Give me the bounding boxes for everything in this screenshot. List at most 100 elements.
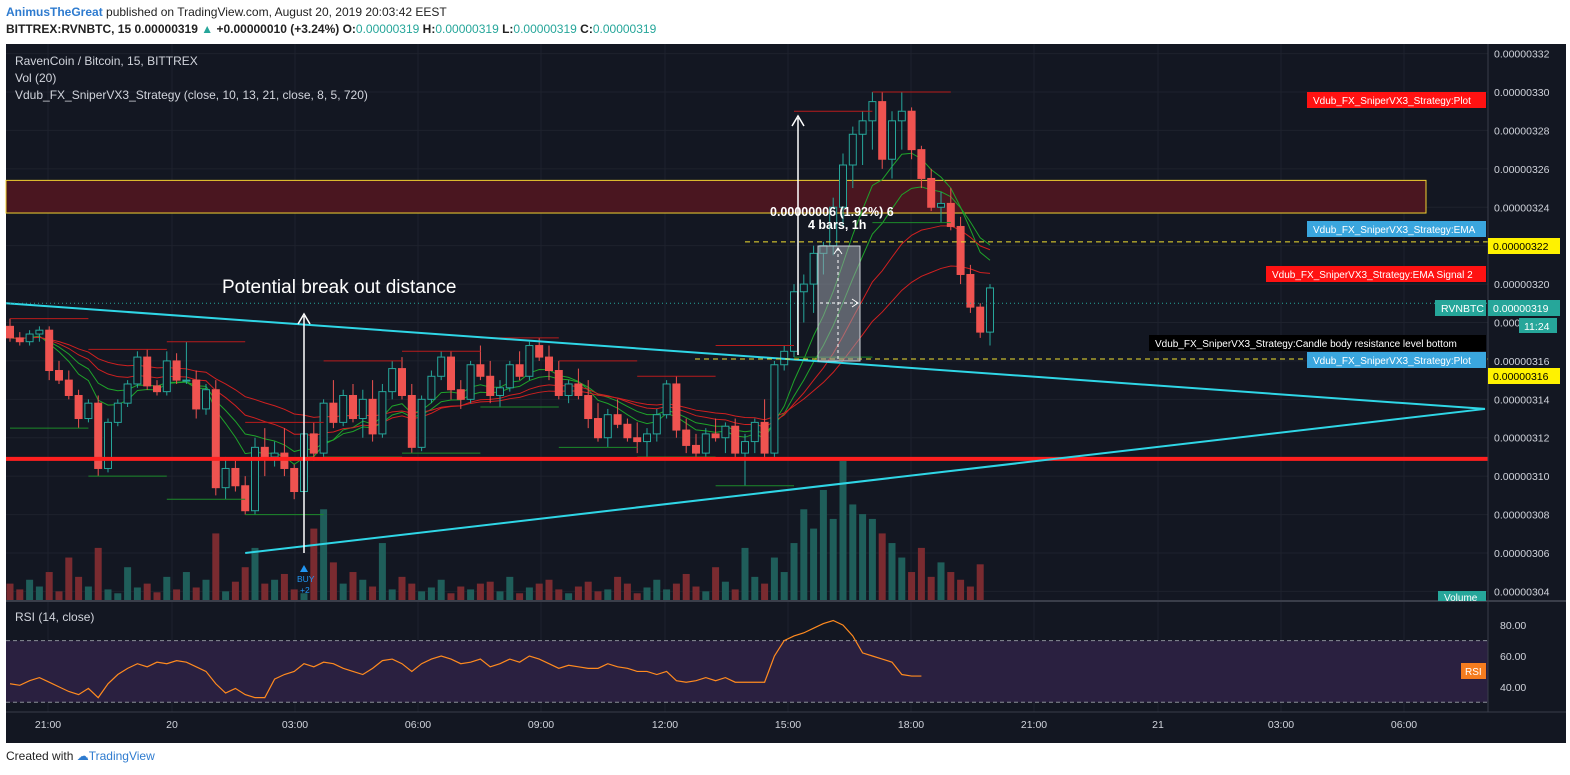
volume-bar bbox=[574, 586, 582, 601]
candle-body bbox=[378, 391, 387, 435]
candle-body bbox=[937, 202, 945, 208]
volume-bar bbox=[653, 579, 661, 601]
volume-bar bbox=[320, 509, 328, 601]
volume-bar bbox=[447, 593, 455, 601]
candle-body bbox=[682, 429, 691, 446]
time-tick-label: 06:00 bbox=[1391, 719, 1417, 731]
volume-bar bbox=[202, 579, 210, 601]
candle-body bbox=[574, 383, 583, 396]
volume-bar bbox=[192, 587, 200, 601]
price-tag-lower-level[interactable]: 0.00000316 bbox=[1488, 368, 1560, 384]
time-tick-label: 21 bbox=[1152, 719, 1164, 731]
lower-trendline[interactable] bbox=[245, 407, 1486, 554]
candle-body bbox=[358, 398, 367, 420]
volume-bar bbox=[790, 543, 798, 601]
candle-body bbox=[986, 287, 994, 333]
candle-body bbox=[153, 385, 161, 393]
volume-bar bbox=[594, 591, 602, 601]
volume-bar bbox=[65, 557, 73, 601]
legend-volume[interactable]: Vol (20) bbox=[15, 71, 56, 85]
volume-bar bbox=[124, 567, 132, 601]
candle-body bbox=[839, 164, 847, 208]
label-volume[interactable]: Volume bbox=[1438, 591, 1486, 604]
bar-countdown: 11:24 bbox=[1519, 318, 1557, 333]
volume-bar bbox=[378, 543, 386, 601]
label-rsi[interactable]: RSI bbox=[1461, 663, 1486, 679]
symbol-tag[interactable]: RVNBTC bbox=[1435, 300, 1486, 316]
candle-body bbox=[211, 389, 220, 489]
candle-body bbox=[447, 356, 455, 391]
author-name[interactable]: AnimusTheGreat bbox=[6, 5, 103, 19]
volume-bar bbox=[271, 579, 279, 601]
candle-body bbox=[564, 383, 573, 396]
candle-body bbox=[290, 467, 299, 493]
candle-body bbox=[799, 283, 808, 293]
volume-bar bbox=[633, 593, 641, 601]
price-tick-label: 0.00000332 bbox=[1494, 49, 1550, 61]
breakout-arrow-left[interactable] bbox=[297, 312, 311, 553]
label-candle-body-resistance[interactable]: Vdub_FX_SniperVX3_Strategy:Candle body r… bbox=[1149, 335, 1486, 351]
breakout-annotation[interactable]: Potential break out distance bbox=[222, 277, 457, 298]
candle-body bbox=[535, 345, 544, 358]
label-ema[interactable]: Vdub_FX_SniperVX3_Strategy:EMA bbox=[1307, 221, 1486, 237]
volume-bar bbox=[957, 579, 965, 601]
rsi-title[interactable]: RSI (14, close) bbox=[15, 610, 94, 624]
time-tick-label: 21:00 bbox=[1021, 719, 1047, 731]
upper-trendline[interactable] bbox=[5, 302, 1486, 410]
volume-bar bbox=[457, 586, 465, 601]
measure-tool[interactable] bbox=[817, 245, 861, 362]
volume-bar bbox=[339, 583, 347, 601]
time-tick-label: 21:00 bbox=[35, 719, 61, 731]
candle-body bbox=[113, 402, 122, 423]
legend-strategy[interactable]: Vdub_FX_SniperVX3_Strategy (close, 10, 1… bbox=[15, 88, 368, 102]
price-tick-label: 0.00000308 bbox=[1494, 510, 1550, 522]
candle-body bbox=[770, 364, 779, 454]
volume-bar bbox=[94, 547, 102, 601]
price-tick-label: 0.00000304 bbox=[1494, 586, 1550, 598]
chart-legend-title[interactable]: RavenCoin / Bitcoin, 15, BITTREX bbox=[15, 54, 198, 68]
tradingview-brand[interactable]: TradingView bbox=[88, 749, 155, 763]
label-plot-red[interactable]: Vdub_FX_SniperVX3_Strategy:Plot bbox=[1307, 92, 1486, 108]
candle-body bbox=[711, 433, 720, 439]
volume-bar bbox=[721, 581, 729, 601]
candle-body bbox=[319, 402, 328, 454]
volume-bar bbox=[819, 489, 827, 601]
rsi-axis[interactable]: 80.00 60.00 40.00 bbox=[1500, 620, 1526, 694]
candle-body bbox=[35, 329, 44, 335]
volume-bar bbox=[35, 586, 43, 601]
volume-bar bbox=[565, 593, 573, 601]
price-tick-label: 0.00000328 bbox=[1494, 125, 1550, 137]
price-axis[interactable]: 0.00000332 0.00000330 0.00000328 0.00000326… bbox=[1494, 49, 1550, 599]
candle-body bbox=[809, 252, 818, 285]
label-ema-signal-2[interactable]: Vdub_FX_SniperVX3_Strategy:EMA Signal 2 bbox=[1266, 266, 1486, 282]
close-value: 0.00000319 bbox=[592, 22, 657, 36]
candle-body bbox=[123, 383, 132, 404]
candle-body bbox=[270, 452, 279, 458]
volume-bar bbox=[927, 576, 935, 601]
price-tick-label: 0.00000314 bbox=[1494, 394, 1550, 406]
price-tick-label: 0.00000312 bbox=[1494, 433, 1550, 445]
footer-created: Created with bbox=[6, 749, 74, 763]
volume-bar bbox=[359, 579, 367, 601]
volume-bar bbox=[45, 572, 53, 601]
volume-bar bbox=[388, 589, 396, 601]
price-tag-upper-level[interactable]: 0.00000322 bbox=[1488, 238, 1560, 254]
volume-bar bbox=[898, 557, 906, 601]
svg-text:0.00000322: 0.00000322 bbox=[1493, 241, 1549, 253]
buy-signal[interactable]: BUY +2 bbox=[297, 565, 315, 595]
low-value: 0.00000319 bbox=[513, 22, 577, 36]
volume-bar bbox=[408, 583, 416, 601]
resistance-zone[interactable] bbox=[5, 179, 1427, 214]
svg-text:Vdub_FX_SniperVX3_Strategy:Plo: Vdub_FX_SniperVX3_Strategy:Plot bbox=[1313, 356, 1471, 367]
volume-bar bbox=[427, 587, 435, 601]
breakout-arrow-right[interactable] bbox=[791, 114, 805, 355]
label-plot-blue[interactable]: Vdub_FX_SniperVX3_Strategy:Plot bbox=[1307, 352, 1486, 368]
price-tag-last[interactable]: 0.00000319 bbox=[1488, 300, 1560, 316]
time-axis[interactable]: 21:00 20 03:00 06:00 09:00 12:00 15:00 18:00 21:… bbox=[35, 719, 1417, 731]
volume-bar bbox=[614, 576, 622, 601]
volume-bar bbox=[476, 583, 484, 601]
volume-bar bbox=[888, 543, 896, 601]
candle-body bbox=[427, 375, 436, 400]
volume-bar bbox=[418, 591, 426, 601]
